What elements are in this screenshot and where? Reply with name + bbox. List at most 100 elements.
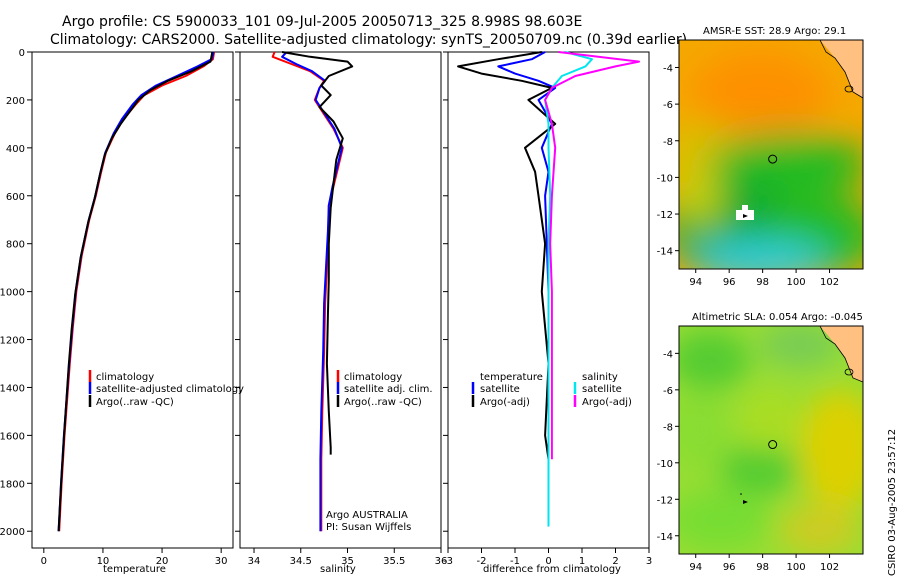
plot-frame <box>31 51 234 549</box>
figure-title-line2: Climatology: CARS2000. Satellite-adjuste… <box>50 32 687 48</box>
ytick-label: 1000 <box>0 288 25 299</box>
legend-satellite-adjusted: satellite-adjusted climatology <box>96 384 244 395</box>
temperature-xlabel: temperature <box>103 564 166 575</box>
profile-location-marker <box>768 154 778 164</box>
series-line-satellite-adjusted-climatology <box>57 51 215 532</box>
xtick-label: 3 <box>646 556 652 567</box>
series-line-climatology <box>58 51 216 532</box>
salinity-panel: 34 34.5 35 35.5 36 salinity climatology sate… <box>235 51 448 575</box>
xtick-label: 10 <box>97 556 110 567</box>
legend-satellite-adj: satellite adj. clim. <box>344 384 433 395</box>
map-xtick-label: 94 <box>689 277 702 288</box>
xtick-label: -1 <box>510 556 520 567</box>
map-ytick-label: -4 <box>663 63 673 74</box>
ytick-label: 400 <box>6 144 25 155</box>
sst-map-panel: AMSR-E SST: 28.9 Argo: 29.1 -4 -6 -8 -10 -12… <box>657 26 864 288</box>
sst-map-title: AMSR-E SST: 28.9 Argo: 29.1 <box>703 26 846 37</box>
legend-temp-argo: Argo(-adj) <box>480 397 530 408</box>
series-group <box>457 51 640 527</box>
legend-salinity: salinity <box>582 372 618 383</box>
xtick-label: 34 <box>248 556 261 567</box>
difference-legend: temperature satellite Argo(-adj) salinit… <box>471 372 632 408</box>
plot-frame <box>239 51 442 549</box>
xtick-label: 36 <box>435 556 448 567</box>
map-axes: -4 -6 -8 -10 -12 -14 94 96 98 100 102 <box>657 63 839 288</box>
salinity-legend: climatology satellite adj. clim. Argo(..… <box>336 370 433 408</box>
ytick-label: 0 <box>19 48 25 59</box>
argo-agency-note: Argo AUSTRALIA <box>326 510 408 521</box>
map-ytick-label: -12 <box>657 210 673 221</box>
xtick-label: -2 <box>477 556 487 567</box>
series-line-temperature-satellite <box>497 51 557 527</box>
xtick-label: 0 <box>41 556 47 567</box>
legend-sal-argo: Argo(-adj) <box>582 397 632 408</box>
series-line-satellite-adj-clim- <box>281 51 343 532</box>
sst-field <box>679 40 863 269</box>
axes-difference: -3 -2 -1 0 1 2 3 <box>443 51 652 567</box>
ytick-label: 1600 <box>0 431 25 442</box>
profile-location-marker <box>768 440 778 450</box>
axes-salinity: 34 34.5 35 35.5 36 <box>235 51 448 567</box>
difference-xlabel: difference from climatology <box>483 564 621 575</box>
xtick-label: -3 <box>443 556 453 567</box>
xtick-label: 35 <box>341 556 354 567</box>
difference-panel: -3 -2 -1 0 1 2 3 difference from climatology t… <box>443 51 652 575</box>
legend-argo: Argo(..raw -QC) <box>96 397 174 408</box>
series-line-salinity-satellite <box>544 51 593 527</box>
ytick-label: 2000 <box>0 527 25 538</box>
series-line-argo-raw-qc- <box>57 51 214 532</box>
ytick-label: 600 <box>6 192 25 203</box>
map-ytick-label: -12 <box>657 495 673 506</box>
map-xtick-label: 98 <box>756 562 769 573</box>
map-ytick-label: -8 <box>663 137 673 148</box>
axes-temperature: 0 200 400 600 800 1000 1200 1400 1600 1800 2000 0 10… <box>0 48 234 567</box>
map-xtick-label: 96 <box>723 562 736 573</box>
xtick-label: 0 <box>545 556 551 567</box>
legend-temp-satellite: satellite <box>480 384 520 395</box>
salinity-xlabel: salinity <box>320 564 356 575</box>
map-axes: -4 -6 -8 -10 -12 -14 94 96 98 100 102 <box>657 349 839 573</box>
temperature-legend: climatology satellite-adjusted climatolo… <box>88 370 244 408</box>
xtick-label: 35.5 <box>383 556 405 567</box>
ytick-label: 200 <box>6 96 25 107</box>
ytick-label: 1400 <box>0 383 25 394</box>
map-xtick-label: 102 <box>820 562 839 573</box>
legend-temperature: temperature <box>480 372 543 383</box>
xtick-label: 20 <box>156 556 169 567</box>
map-xtick-label: 100 <box>787 277 806 288</box>
map-ytick-label: -14 <box>657 532 673 543</box>
series-line-temperature-argo-adj- <box>457 51 557 460</box>
map-xtick-label: 94 <box>689 562 702 573</box>
map-xtick-label: 98 <box>756 277 769 288</box>
series-line-salinity-argo-adj- <box>544 51 640 460</box>
legend-sal-satellite: satellite <box>582 384 622 395</box>
map-ytick-label: -10 <box>657 173 673 184</box>
legend-climatology: climatology <box>96 372 154 383</box>
series-group <box>271 51 354 532</box>
map-ytick-label: -6 <box>663 386 673 397</box>
map-ytick-label: -14 <box>657 247 673 258</box>
ytick-label: 1800 <box>0 479 25 490</box>
sla-field <box>679 326 863 554</box>
map-xtick-label: 102 <box>820 277 839 288</box>
sla-map-title: Altimetric SLA: 0.054 Argo: -0.045 <box>692 312 863 323</box>
xtick-label: 1 <box>579 556 585 567</box>
temperature-panel: 0 200 400 600 800 1000 1200 1400 1600 1800 2000 0 10… <box>0 48 244 575</box>
map-xtick-label: 96 <box>723 277 736 288</box>
map-ytick-label: -8 <box>663 422 673 433</box>
ytick-label: 800 <box>6 240 25 251</box>
series-group <box>57 51 216 532</box>
xtick-label: 30 <box>215 556 228 567</box>
map-ytick-label: -4 <box>663 349 673 360</box>
map-ytick-label: -10 <box>657 459 673 470</box>
ytick-label: 1200 <box>0 336 25 347</box>
map-xtick-label: 100 <box>787 562 806 573</box>
xtick-label: 2 <box>612 556 618 567</box>
series-line-argo-raw-qc- <box>281 51 354 455</box>
xtick-label: 34.5 <box>290 556 312 567</box>
sla-map-panel: Altimetric SLA: 0.054 Argo: -0.045 -4-6-… <box>657 312 864 573</box>
figure-title-line1: Argo profile: CS 5900033_101 09-Jul-2005… <box>62 14 582 30</box>
legend-climatology: climatology <box>344 372 402 383</box>
timestamp: CSIRO 03-Aug-2005 23:57:12 <box>887 429 898 576</box>
